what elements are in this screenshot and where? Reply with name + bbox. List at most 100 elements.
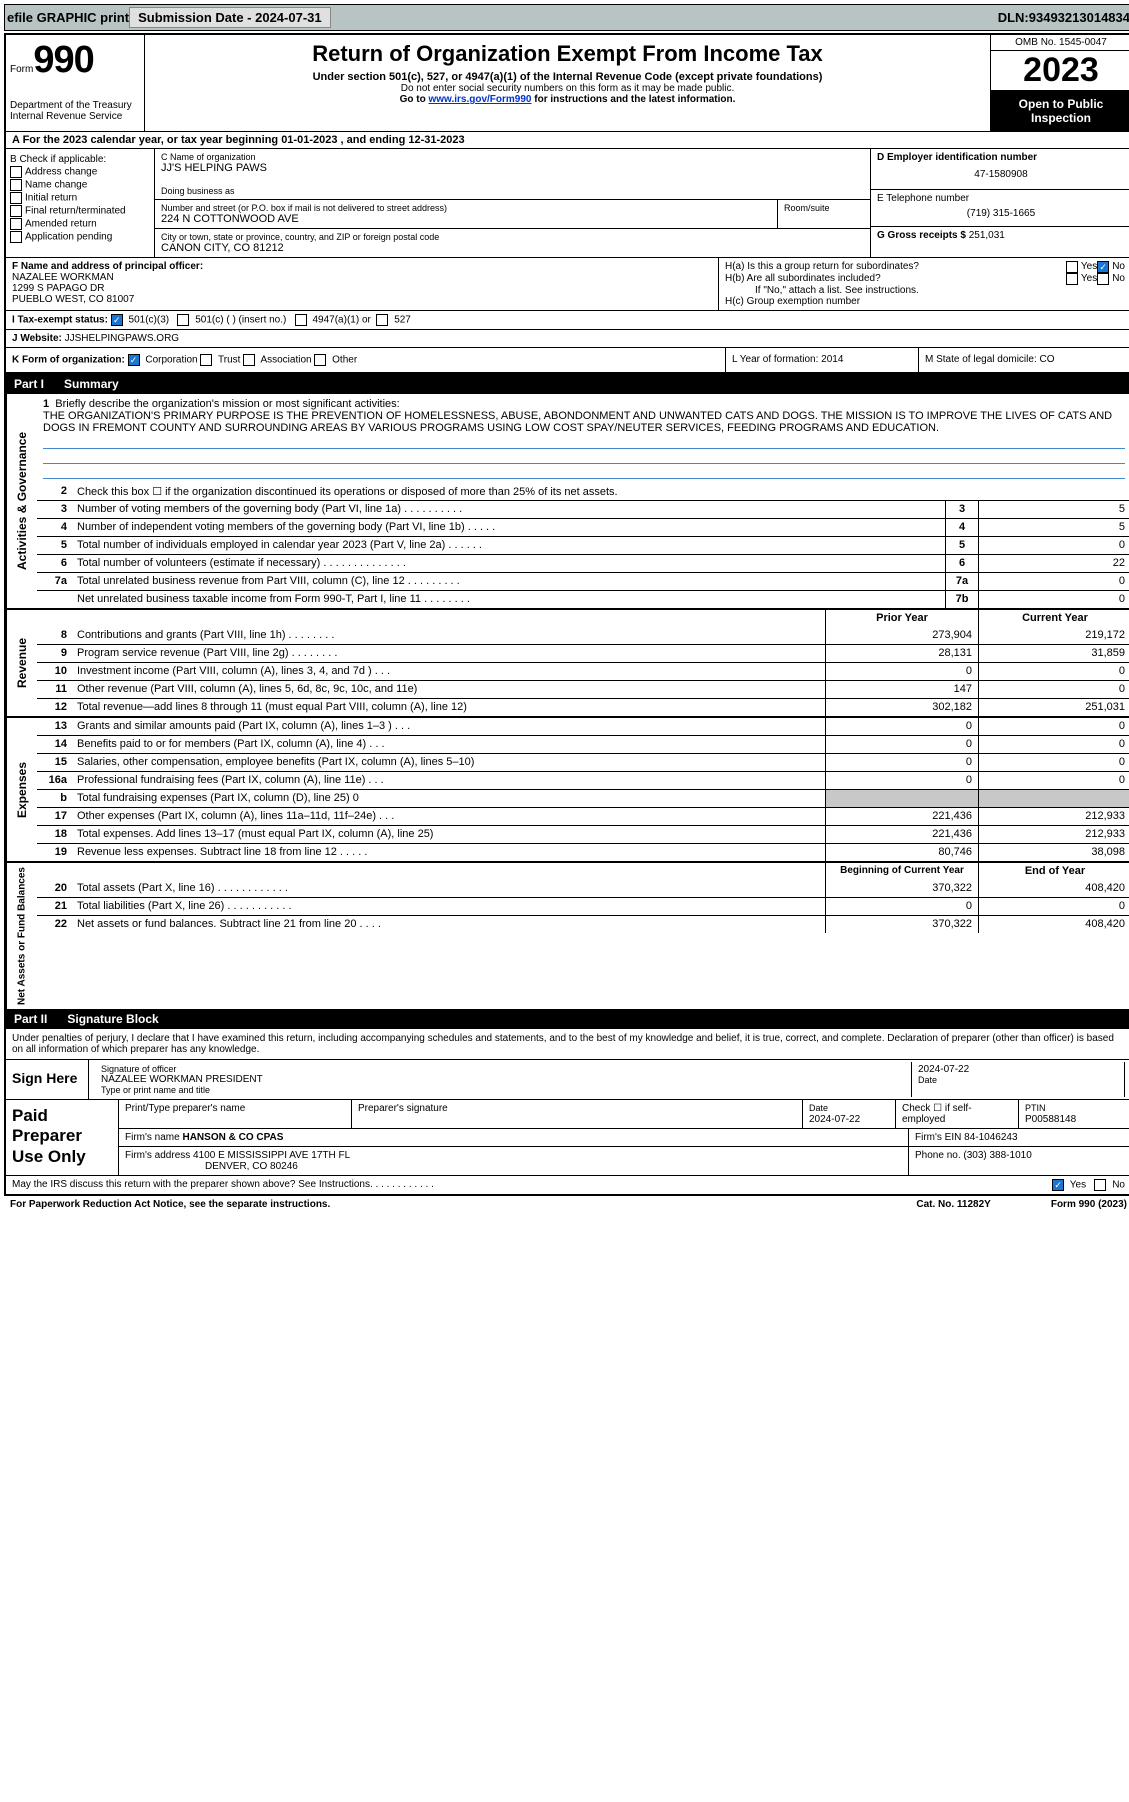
city-label: City or town, state or province, country…	[161, 232, 864, 242]
table-row: 17Other expenses (Part IX, column (A), l…	[37, 807, 1129, 825]
table-row: 7aTotal unrelated business revenue from …	[37, 572, 1129, 590]
prep-name-label: Print/Type preparer's name	[119, 1100, 352, 1128]
header-left: Form990 Department of the Treasury Inter…	[6, 35, 145, 131]
hb-yes[interactable]	[1066, 273, 1078, 285]
table-row: 3Number of voting members of the governi…	[37, 500, 1129, 518]
chk-501c[interactable]	[177, 314, 189, 326]
hb-no[interactable]	[1097, 273, 1109, 285]
chk-501c3[interactable]	[111, 314, 123, 326]
sig-date: 2024-07-22	[918, 1064, 1118, 1075]
table-row: 4Number of independent voting members of…	[37, 518, 1129, 536]
ha-yes[interactable]	[1066, 261, 1078, 273]
website: JJSHELPINGPAWS.ORG	[65, 333, 179, 344]
year-formation: L Year of formation: 2014	[725, 348, 918, 372]
table-row: 8Contributions and grants (Part VIII, li…	[37, 627, 1129, 644]
row-klm: K Form of organization: Corporation Trus…	[6, 348, 1129, 374]
table-row: 10Investment income (Part VIII, column (…	[37, 662, 1129, 680]
row-j: J Website: JJSHELPINGPAWS.ORG	[6, 330, 1129, 348]
efile-label: efile GRAPHIC print	[7, 10, 129, 25]
table-row: 2Check this box ☐ if the organization di…	[37, 483, 1129, 500]
expenses-section: Expenses 13Grants and similar amounts pa…	[6, 718, 1129, 863]
chk-final-return[interactable]: Final return/terminated	[10, 205, 150, 217]
ha-no[interactable]	[1097, 261, 1109, 273]
row-f-h: F Name and address of principal officer:…	[6, 258, 1129, 311]
col-b: B Check if applicable: Address change Na…	[6, 149, 155, 257]
chk-other[interactable]	[314, 354, 326, 366]
form-word: Form	[10, 64, 33, 75]
row-i: I Tax-exempt status: 501(c)(3) 501(c) ( …	[6, 311, 1129, 330]
dba-label: Doing business as	[161, 186, 864, 196]
chk-address-change[interactable]: Address change	[10, 166, 150, 178]
row-a: A For the 2023 calendar year, or tax yea…	[6, 132, 1129, 149]
table-row: 19Revenue less expenses. Subtract line 1…	[37, 843, 1129, 861]
prep-sig-label: Preparer's signature	[352, 1100, 803, 1128]
chk-amended-return[interactable]: Amended return	[10, 218, 150, 230]
subtitle-2: Do not enter social security numbers on …	[151, 83, 984, 94]
sig-officer-label: Signature of officer	[101, 1064, 905, 1074]
ptin: P00588148	[1025, 1114, 1076, 1125]
chk-trust[interactable]	[200, 354, 212, 366]
subtitle-3: Go to www.irs.gov/Form990 for instructio…	[151, 94, 984, 105]
chk-initial-return[interactable]: Initial return	[10, 192, 150, 204]
room-label: Room/suite	[784, 203, 864, 213]
form-number: 990	[33, 39, 93, 81]
table-row: 5Total number of individuals employed in…	[37, 536, 1129, 554]
table-row: 13Grants and similar amounts paid (Part …	[37, 718, 1129, 735]
tax-year: 2023	[991, 51, 1129, 91]
table-row: bTotal fundraising expenses (Part IX, co…	[37, 789, 1129, 807]
ein: 47-1580908	[877, 163, 1125, 186]
phone-label: E Telephone number	[877, 193, 1125, 204]
ha-label: H(a) Is this a group return for subordin…	[725, 261, 1066, 273]
phone: (719) 315-1665	[877, 204, 1125, 223]
balances-section: Net Assets or Fund Balances Beginning of…	[6, 863, 1129, 1009]
form-title: Return of Organization Exempt From Incom…	[151, 41, 984, 67]
footer: For Paperwork Reduction Act Notice, see …	[4, 1196, 1129, 1213]
discuss-question: May the IRS discuss this return with the…	[12, 1179, 1052, 1191]
street: 224 N COTTONWOOD AVE	[161, 213, 771, 225]
print-button[interactable]: Submission Date - 2024-07-31	[129, 7, 331, 28]
perjury-text: Under penalties of perjury, I declare th…	[6, 1029, 1129, 1060]
chk-name-change[interactable]: Name change	[10, 179, 150, 191]
table-row: 21Total liabilities (Part X, line 26) . …	[37, 897, 1129, 915]
firm-phone: (303) 388-1010	[963, 1150, 1031, 1161]
irs-link[interactable]: www.irs.gov/Form990	[428, 94, 531, 105]
discuss-no[interactable]	[1094, 1179, 1106, 1191]
table-row: 22Net assets or fund balances. Subtract …	[37, 915, 1129, 933]
part-2-header: Part II Signature Block	[6, 1009, 1129, 1029]
table-row: 9Program service revenue (Part VIII, lin…	[37, 644, 1129, 662]
gross-label: G Gross receipts $	[877, 230, 969, 241]
dept-label: Department of the Treasury Internal Reve…	[10, 100, 140, 122]
omb-number: OMB No. 1545-0047	[991, 35, 1129, 51]
chk-assoc[interactable]	[243, 354, 255, 366]
chk-4947[interactable]	[295, 314, 307, 326]
discuss-yes[interactable]	[1052, 1179, 1064, 1191]
org-name-label: C Name of organization	[161, 152, 864, 162]
table-row: 11Other revenue (Part VIII, column (A), …	[37, 680, 1129, 698]
chk-corp[interactable]	[128, 354, 140, 366]
public-inspection: Open to Public Inspection	[991, 91, 1129, 131]
col-b-header: B Check if applicable:	[10, 154, 150, 165]
f-addr2: PUEBLO WEST, CO 81007	[12, 294, 712, 305]
city: CANON CITY, CO 81212	[161, 242, 864, 254]
table-row: 18Total expenses. Add lines 13–17 (must …	[37, 825, 1129, 843]
cat-no: Cat. No. 11282Y	[916, 1199, 990, 1210]
table-row: 14Benefits paid to or for members (Part …	[37, 735, 1129, 753]
hc-label: H(c) Group exemption number	[725, 296, 1125, 307]
form-ref: Form 990 (2023)	[1051, 1199, 1127, 1210]
f-addr1: 1299 S PAPAGO DR	[12, 283, 712, 294]
state-domicile: M State of legal domicile: CO	[918, 348, 1129, 372]
firm-addr: 4100 E MISSISSIPPI AVE 17TH FL	[193, 1150, 350, 1161]
gross: 251,031	[969, 230, 1005, 241]
header-mid: Return of Organization Exempt From Incom…	[145, 35, 990, 131]
chk-application-pending[interactable]: Application pending	[10, 231, 150, 243]
dln-label: DLN:	[998, 10, 1029, 25]
form-container: Form990 Department of the Treasury Inter…	[4, 33, 1129, 1196]
website-label: J Website:	[12, 333, 65, 344]
table-row: 20Total assets (Part X, line 16) . . . .…	[37, 880, 1129, 897]
chk-527[interactable]	[376, 314, 388, 326]
table-row: 12Total revenue—add lines 8 through 11 (…	[37, 698, 1129, 716]
col-right: D Employer identification number 47-1580…	[870, 149, 1129, 257]
header-right: OMB No. 1545-0047 2023 Open to Public In…	[990, 35, 1129, 131]
form-header: Form990 Department of the Treasury Inter…	[6, 35, 1129, 132]
self-employed[interactable]: Check ☐ if self-employed	[896, 1100, 1019, 1128]
